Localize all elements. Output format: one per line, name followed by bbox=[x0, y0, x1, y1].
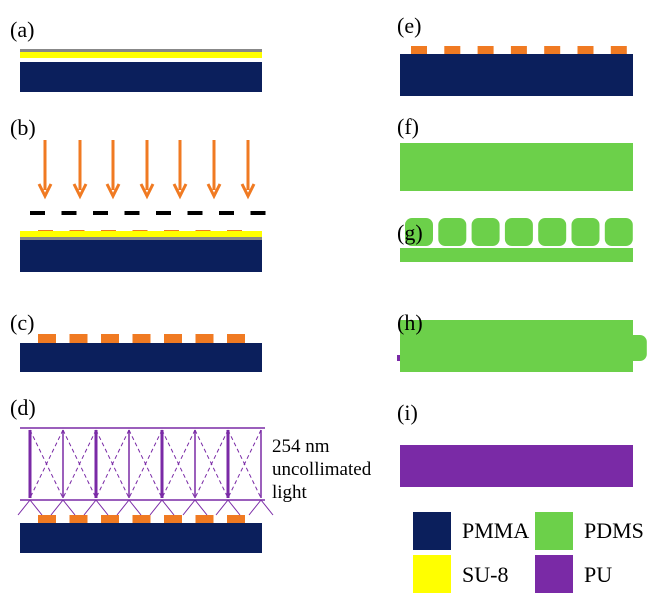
su8-pattern bbox=[164, 334, 182, 343]
mask bbox=[62, 211, 77, 215]
light-ray bbox=[228, 500, 240, 515]
annotation: light bbox=[272, 482, 308, 503]
light-ray bbox=[150, 500, 162, 515]
su8-pattern bbox=[101, 515, 119, 523]
su8-pattern bbox=[227, 515, 245, 523]
mask bbox=[30, 211, 45, 215]
pmma bbox=[20, 62, 262, 92]
su8-pattern bbox=[133, 515, 151, 523]
figure: (a) (b) (c) (d) (e) (f) (g) (h) (i) 254 … bbox=[0, 0, 655, 593]
layer bbox=[20, 237, 262, 240]
pdms bbox=[400, 143, 633, 191]
light-ray bbox=[63, 500, 75, 515]
legend-swatch bbox=[413, 512, 451, 550]
panel-label: (g) bbox=[397, 220, 423, 245]
light-ray bbox=[195, 500, 207, 515]
pmma bbox=[20, 343, 262, 372]
su8-pattern bbox=[101, 334, 119, 343]
light-ray bbox=[117, 500, 129, 515]
su8-pattern bbox=[70, 515, 88, 523]
mask bbox=[219, 211, 234, 215]
su8-cap bbox=[511, 46, 527, 54]
pdms-head bbox=[472, 218, 500, 246]
su8-pattern bbox=[196, 515, 214, 523]
mask bbox=[188, 211, 203, 215]
pdms-head bbox=[505, 218, 533, 246]
panel-label: (e) bbox=[397, 13, 421, 38]
su8-cap bbox=[444, 46, 460, 54]
mask bbox=[156, 211, 171, 215]
light-ray bbox=[216, 500, 228, 515]
legend-label: SU-8 bbox=[462, 562, 508, 587]
panel-label: (a) bbox=[10, 17, 34, 42]
panel-label: (h) bbox=[397, 310, 423, 335]
pmma bbox=[20, 523, 262, 553]
layer bbox=[20, 49, 262, 52]
su8-pattern bbox=[38, 515, 56, 523]
legend-label: PMMA bbox=[462, 518, 529, 543]
legend-swatch bbox=[413, 555, 451, 593]
su8-cap bbox=[578, 46, 594, 54]
light-ray bbox=[51, 500, 63, 515]
su8-cap bbox=[478, 46, 494, 54]
annotation: 254 nm bbox=[272, 436, 330, 457]
pdms bbox=[400, 248, 633, 262]
mask bbox=[251, 211, 266, 215]
light-ray bbox=[84, 500, 96, 515]
su8 bbox=[20, 52, 262, 58]
panel-label: (d) bbox=[10, 395, 36, 420]
light-ray bbox=[249, 500, 261, 515]
su8-pattern bbox=[133, 334, 151, 343]
su8-pattern bbox=[38, 334, 56, 343]
light-ray bbox=[18, 500, 30, 515]
pdms-head bbox=[438, 218, 466, 246]
pdms-head bbox=[605, 218, 633, 246]
light-ray bbox=[96, 500, 108, 515]
pdms bbox=[400, 320, 633, 372]
su8 bbox=[20, 231, 262, 237]
pmma bbox=[20, 240, 262, 272]
panel-label: (f) bbox=[397, 114, 419, 139]
substrate bbox=[400, 445, 633, 487]
panel-label: (i) bbox=[397, 400, 418, 425]
annotation: uncollimated bbox=[272, 459, 372, 480]
light-ray bbox=[129, 500, 141, 515]
panel-label: (c) bbox=[10, 310, 34, 335]
substrate bbox=[400, 54, 633, 96]
su8-pattern bbox=[164, 515, 182, 523]
su8-cap bbox=[411, 46, 427, 54]
legend-label: PDMS bbox=[584, 518, 644, 543]
su8-pattern bbox=[196, 334, 214, 343]
panel-label: (b) bbox=[10, 115, 36, 140]
legend-swatch bbox=[535, 555, 573, 593]
legend-label: PU bbox=[584, 562, 612, 587]
su8-cap bbox=[544, 46, 560, 54]
pdms-head bbox=[572, 218, 600, 246]
su8-pattern bbox=[70, 334, 88, 343]
su8-cap bbox=[611, 46, 627, 54]
legend-swatch bbox=[535, 512, 573, 550]
su8-pattern bbox=[227, 334, 245, 343]
mask bbox=[125, 211, 140, 215]
light-ray bbox=[30, 500, 42, 515]
light-ray bbox=[183, 500, 195, 515]
mask bbox=[93, 211, 108, 215]
pdms-head bbox=[538, 218, 566, 246]
light-ray bbox=[162, 500, 174, 515]
